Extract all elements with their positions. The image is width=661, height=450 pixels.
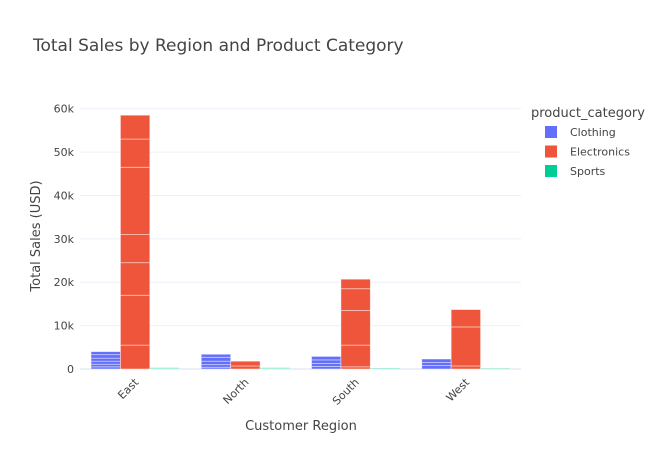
bars bbox=[90, 114, 511, 370]
y-axis-title: Total Sales (USD) bbox=[29, 180, 44, 292]
legend-entry: Electronics bbox=[570, 146, 630, 159]
bar-segment bbox=[90, 354, 121, 359]
legend-swatch bbox=[545, 165, 557, 177]
bar-segment bbox=[340, 310, 371, 346]
bar-segment bbox=[120, 294, 151, 346]
bar-segment bbox=[450, 326, 481, 367]
bar-segment bbox=[90, 360, 121, 365]
bar-segment bbox=[200, 353, 232, 358]
bar-segment bbox=[90, 351, 121, 356]
bar-segment bbox=[230, 365, 261, 370]
legend-entry: Clothing bbox=[570, 126, 616, 139]
bar-segment bbox=[230, 360, 261, 367]
bar-segment bbox=[340, 288, 371, 311]
legend-title: product_category bbox=[531, 106, 645, 121]
bar-segment bbox=[311, 359, 342, 364]
bar-segment bbox=[120, 138, 151, 168]
x-tick-label: West bbox=[444, 375, 473, 404]
bar-segment bbox=[120, 234, 151, 264]
y-tick-label: 60k bbox=[54, 103, 75, 116]
bar-segment bbox=[120, 344, 151, 370]
bar-segment bbox=[450, 309, 481, 328]
bar-segment bbox=[120, 114, 151, 140]
x-axis-title: Customer Region bbox=[245, 419, 357, 434]
x-tick-label: South bbox=[330, 376, 362, 408]
bar-segment bbox=[200, 360, 232, 366]
legend-swatch bbox=[545, 126, 557, 138]
legend-swatch bbox=[545, 145, 557, 158]
bar-segment bbox=[149, 367, 180, 369]
y-tick-label: 20k bbox=[54, 276, 75, 289]
y-tick-label: 50k bbox=[54, 146, 75, 159]
bar-segment bbox=[480, 367, 511, 370]
bar-segment bbox=[90, 357, 121, 362]
bar-segment bbox=[311, 362, 342, 367]
bar-segment bbox=[369, 367, 401, 369]
bar-segment bbox=[120, 166, 151, 235]
bar-segment bbox=[421, 358, 452, 363]
y-tick-label: 10k bbox=[54, 320, 75, 333]
bar-segment bbox=[421, 365, 452, 370]
legend-entry: Sports bbox=[570, 165, 606, 178]
y-tick-label: 40k bbox=[54, 189, 75, 202]
legend: product_category Clothing Electronics Spor… bbox=[531, 106, 645, 178]
y-tick-label: 30k bbox=[54, 233, 75, 246]
chart-title: Total Sales by Region and Product Catego… bbox=[32, 36, 404, 56]
bar-segment bbox=[120, 262, 151, 296]
y-tick-label: 0 bbox=[67, 363, 74, 376]
bar-segment bbox=[259, 367, 290, 369]
bar-segment bbox=[421, 362, 452, 366]
bar-segment bbox=[340, 344, 371, 368]
x-tick-label: East bbox=[115, 375, 141, 401]
bar-segment bbox=[311, 356, 342, 361]
bar-segment bbox=[450, 365, 481, 370]
x-tick-label: North bbox=[221, 376, 252, 407]
y-axis-ticks: 0 10k 20k 30k 40k 50k 60k bbox=[54, 103, 75, 376]
x-axis-ticks: East North South West bbox=[115, 375, 472, 407]
bar-segment bbox=[340, 278, 371, 290]
bar-segment bbox=[200, 356, 232, 362]
